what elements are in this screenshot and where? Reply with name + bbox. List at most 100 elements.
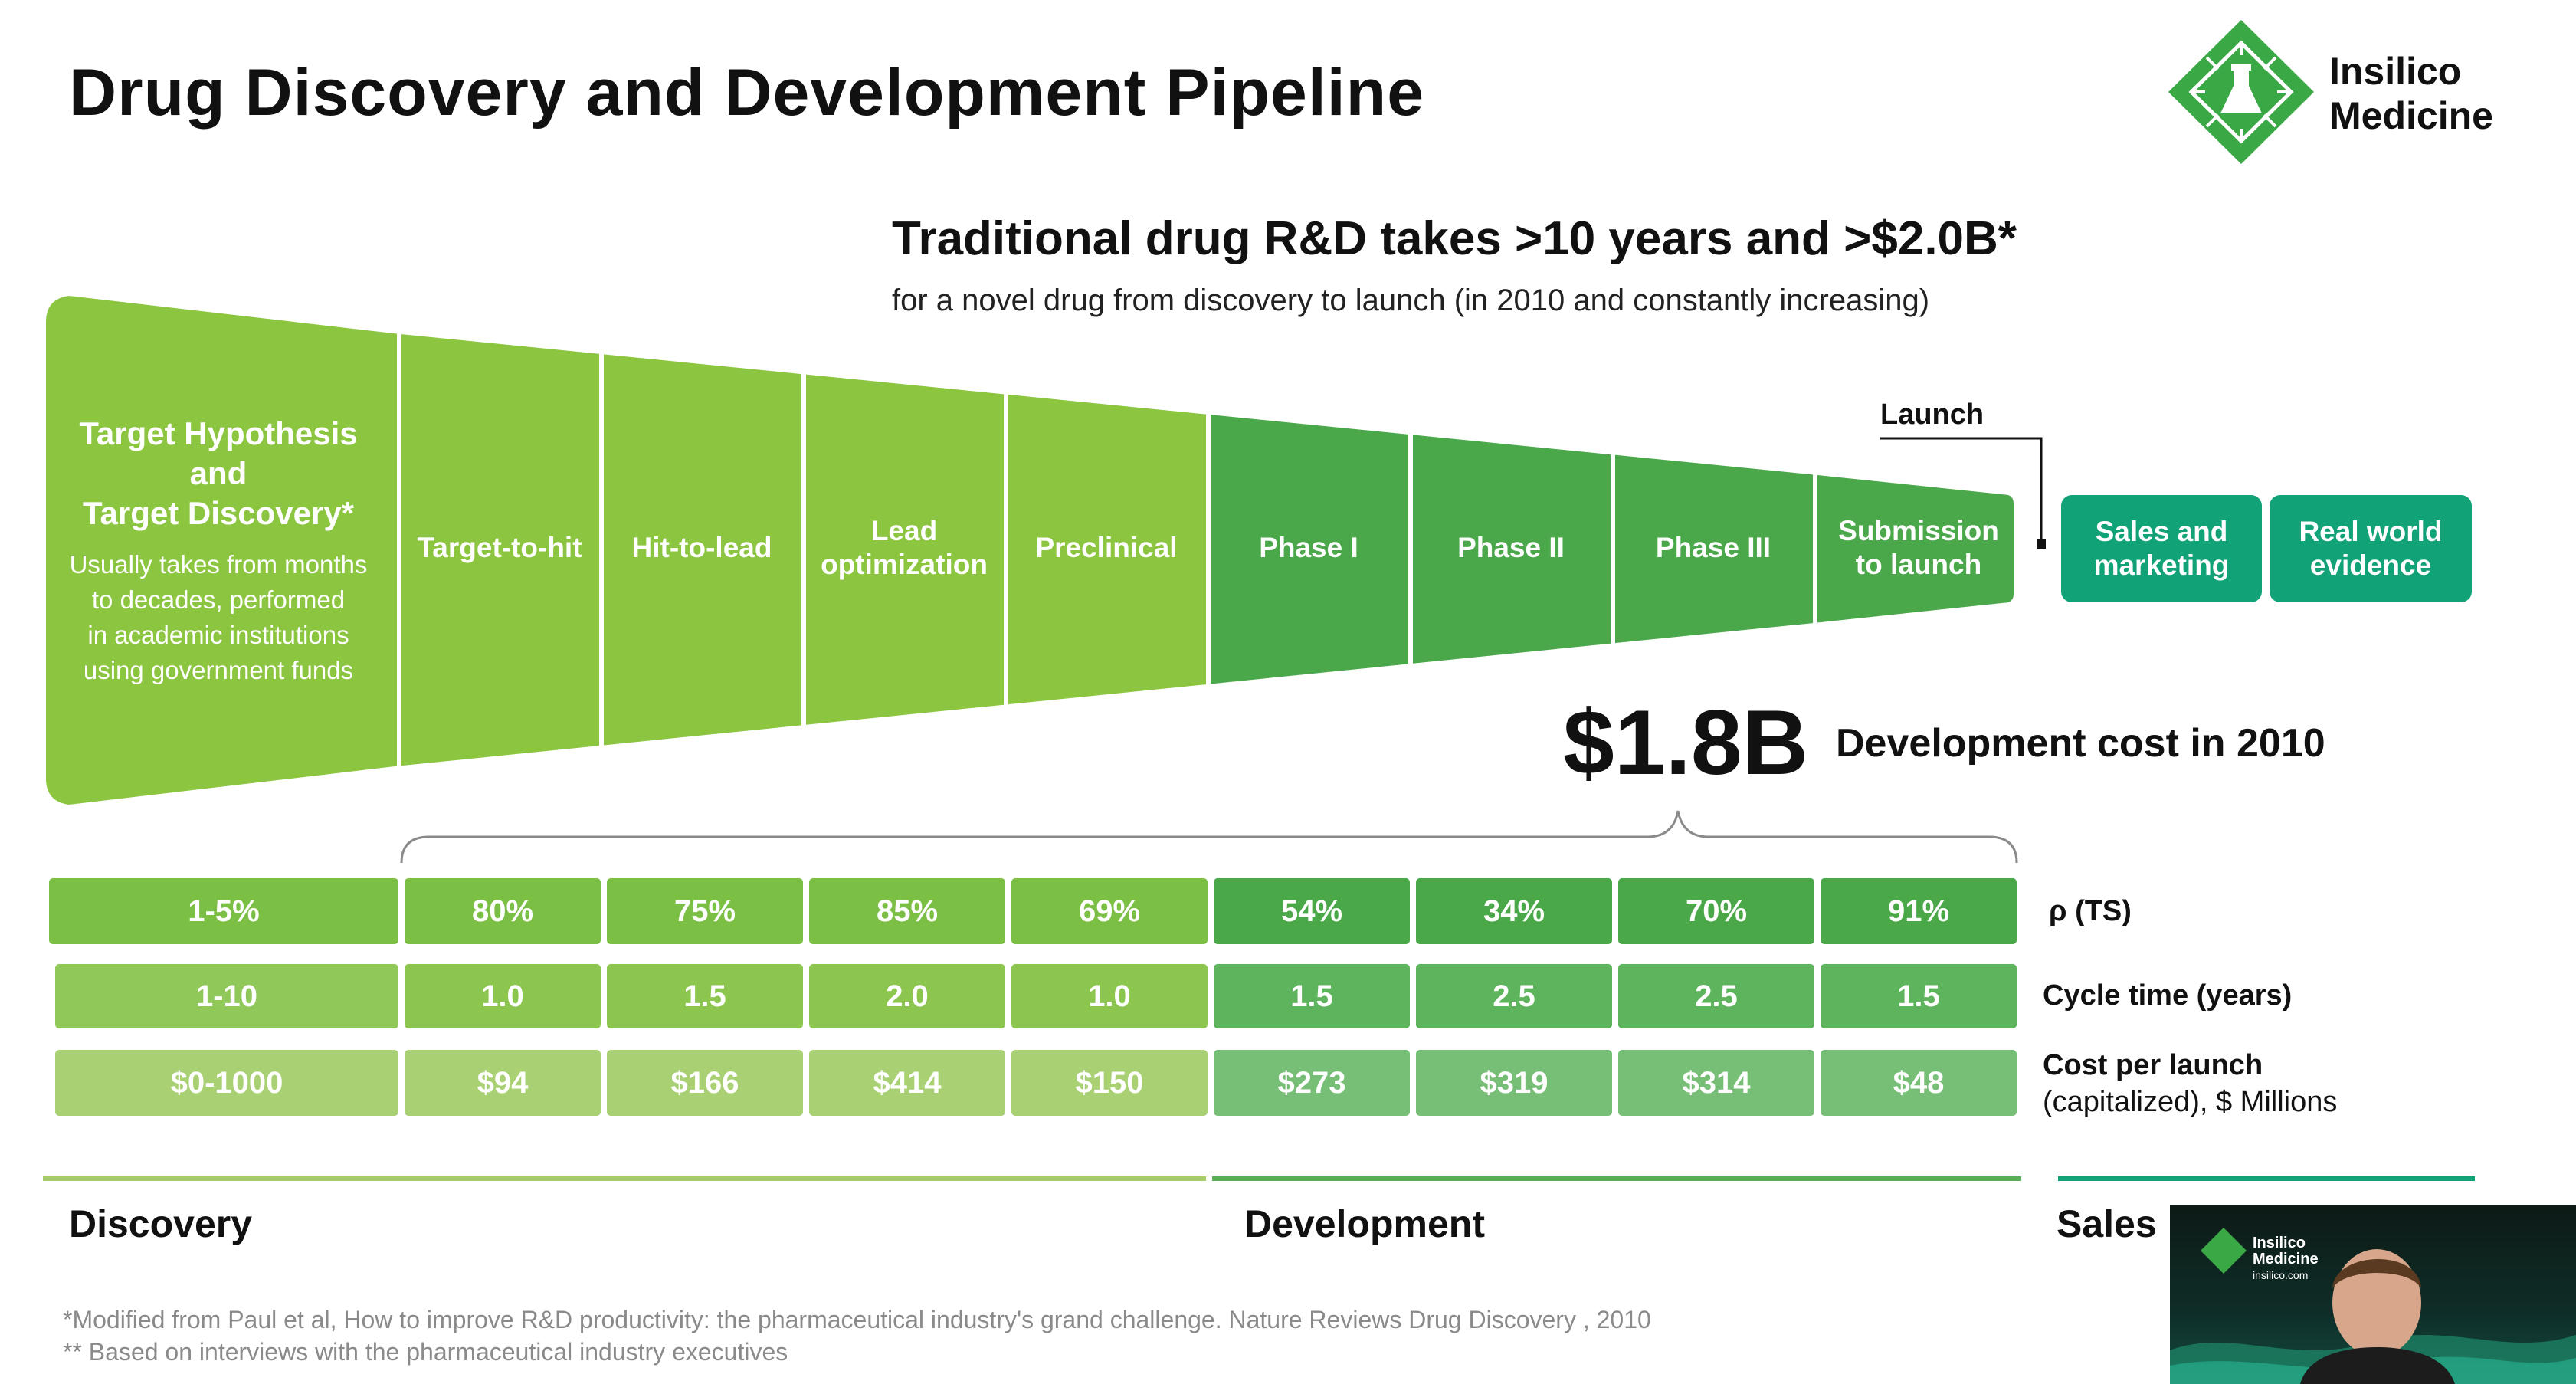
row-label-bold: Cost per launch	[2043, 1049, 2263, 1081]
cost-brace	[400, 810, 2018, 864]
stage-preclinical: Preclinical	[1011, 490, 1201, 605]
table-cell-cost: $94	[405, 1050, 601, 1116]
development-cost-label: Development cost in 2010	[1836, 721, 2325, 766]
webcam-logo-text: Insilico Medicine insilico.com	[2253, 1235, 2319, 1284]
table-cell-pts: 70%	[1618, 878, 1814, 944]
webcam-logo-line: Medicine	[2253, 1251, 2319, 1268]
stage-title: Target Hypothesis and Target Discovery*	[79, 414, 357, 533]
discovery-bar	[43, 1176, 1206, 1181]
stage-desc-line: Usually takes from months	[69, 550, 368, 579]
logo-line-1: Insilico	[2329, 50, 2462, 93]
flask-chip-icon	[2168, 20, 2314, 164]
stage-target-to-hit: Target-to-hit	[405, 490, 595, 605]
row-label-bold: ρ (TS)	[2049, 895, 2132, 927]
table-cell-cycle: 1.5	[1214, 964, 1410, 1028]
funnel-segment	[1817, 474, 2014, 623]
table-cell-discovery-cost: $0-1000	[55, 1050, 398, 1116]
funnel-segment	[604, 354, 801, 746]
stage-label: Hit-to-lead	[631, 532, 772, 563]
stage-desc-line: in academic institutions	[87, 621, 349, 649]
stage-hit-to-lead: Hit-to-lead	[607, 490, 797, 605]
webcam-logo-icon	[2201, 1228, 2247, 1274]
table-cell-discovery-cycle: 1-10	[55, 964, 398, 1028]
stage-sales-and-marketing: Sales and marketing	[2061, 495, 2262, 602]
funnel-segment	[1413, 435, 1611, 664]
table-cell-cost: $48	[1821, 1050, 2017, 1116]
table-cell-cycle: 1.0	[405, 964, 601, 1028]
stage-label: Target-to-hit	[417, 532, 582, 563]
stage-label: Preclinical	[1035, 532, 1178, 563]
stage-lead-optimization: Lead optimization	[809, 490, 999, 605]
table-cell-discovery-pts: 1-5%	[49, 878, 398, 944]
company-logo: Insilico Medicine	[2161, 15, 2513, 169]
table-cell-pts: 85%	[809, 878, 1005, 944]
table-cell-cost: $166	[607, 1050, 803, 1116]
headline: Traditional drug R&D takes >10 years and…	[892, 212, 2017, 265]
table-cell-pts: 34%	[1416, 878, 1612, 944]
table-cell-cost: $414	[809, 1050, 1005, 1116]
table-cell-cost: $319	[1416, 1050, 1612, 1116]
sales-bar	[2058, 1176, 2475, 1181]
subheadline: for a novel drug from discovery to launc…	[892, 284, 1930, 317]
funnel-segment	[1008, 394, 1206, 705]
funnel-segment	[1211, 415, 1408, 684]
launch-marker-dot	[2037, 539, 2046, 549]
table-cell-cycle: 2.0	[809, 964, 1005, 1028]
presenter-shirt	[2300, 1347, 2455, 1384]
table-cell-pts: 80%	[405, 878, 601, 944]
stage-label: Submission	[1838, 515, 1999, 546]
stage-title-line: and	[189, 455, 247, 491]
webcam-overlay: Insilico Medicine insilico.com	[2170, 1205, 2576, 1384]
row-label-bold: Cycle time (years)	[2043, 979, 2293, 1012]
stage-desc-line: to decades, performed	[91, 585, 346, 614]
stage-phase-3: Phase III	[1618, 490, 1808, 605]
stage-label: Lead	[870, 515, 938, 546]
webcam-logo-line: Insilico	[2253, 1235, 2306, 1251]
table-cell-pts: 75%	[607, 878, 803, 944]
section-development: Development	[1244, 1202, 1485, 1245]
webcam-scene	[2170, 1228, 2576, 1384]
table-cell-cycle: 1.0	[1011, 964, 1208, 1028]
development-bar	[1212, 1176, 2021, 1181]
funnel-segment	[46, 296, 397, 805]
funnel-segment	[806, 374, 1004, 725]
table-cell-pts: 54%	[1214, 878, 1410, 944]
funnel-segment	[401, 334, 599, 766]
table-cell-cost: $150	[1011, 1050, 1208, 1116]
table-cell-cost: $314	[1618, 1050, 1814, 1116]
stage-label: evidence	[2309, 549, 2432, 581]
logo-line-2: Medicine	[2329, 94, 2493, 137]
row-label-cost-per-launch: Cost per launch (capitalized), $ Million…	[2043, 1047, 2337, 1120]
logo-text: Insilico Medicine	[2329, 49, 2493, 138]
stage-label: to launch	[1855, 549, 1982, 580]
stage-label: optimization	[821, 549, 988, 580]
funnel-segment	[1615, 454, 1813, 644]
section-sales: Sales	[2057, 1202, 2157, 1245]
footnote-1: *Modified from Paul et al, How to improv…	[63, 1306, 1651, 1333]
stage-phase-1: Phase I	[1214, 490, 1404, 605]
stage-label: Phase II	[1457, 532, 1565, 563]
stage-title-line: Target Discovery*	[82, 495, 355, 531]
table-cell-cycle: 1.5	[1821, 964, 2017, 1028]
table-cell-cycle: 2.5	[1416, 964, 1612, 1028]
row-label-cycle-time: Cycle time (years)	[2043, 979, 2292, 1012]
stage-real-world-evidence: Real world evidence	[2270, 495, 2472, 602]
stage-phase-2: Phase II	[1416, 490, 1606, 605]
stage-submission-to-launch: Submission to launch	[1821, 490, 2017, 605]
presenter-face	[2332, 1249, 2421, 1356]
development-cost-value: $1.8B	[1563, 691, 1809, 794]
footnote-2: ** Based on interviews with the pharmace…	[63, 1338, 788, 1366]
row-label-normal: (capitalized), $ Millions	[2043, 1086, 2338, 1118]
stage-label: Sales and	[2095, 516, 2228, 547]
table-cell-pts: 91%	[1821, 878, 2017, 944]
launch-marker-line	[1880, 437, 2043, 546]
row-label-pts: ρ (TS)	[2049, 895, 2132, 928]
table-cell-pts: 69%	[1011, 878, 1208, 944]
launch-label: Launch	[1880, 398, 1984, 431]
presenter-hair	[2332, 1258, 2421, 1289]
table-cell-cycle: 2.5	[1618, 964, 1814, 1028]
stage-title-line: Target Hypothesis	[79, 415, 358, 451]
table-cell-cost: $273	[1214, 1050, 1410, 1116]
stage-label: Real world	[2299, 516, 2443, 547]
